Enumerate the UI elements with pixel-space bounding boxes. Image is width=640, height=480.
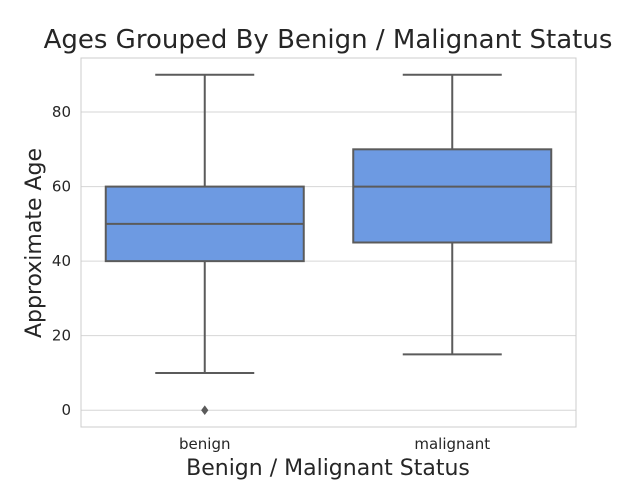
y-tick-label: 80 — [52, 103, 71, 121]
y-tick-label: 40 — [52, 252, 71, 270]
y-tick-label: 0 — [61, 401, 71, 419]
y-tick-label: 20 — [52, 327, 71, 345]
y-tick-labels: 0 20 40 60 80 — [52, 103, 71, 419]
iqr-box — [352, 148, 553, 244]
chart-title: Ages Grouped By Benign / Malignant Statu… — [44, 25, 613, 55]
x-tick-label: malignant — [414, 435, 490, 453]
x-tick-labels: benign malignant — [179, 435, 490, 453]
y-tick-label: 60 — [52, 178, 71, 196]
box-benign — [104, 73, 305, 416]
box-malignant — [352, 73, 553, 356]
plot-area-frame — [80, 57, 577, 428]
outlier-point — [201, 405, 209, 416]
y-axis-label: Approximate Age — [22, 148, 47, 338]
x-tick-label: benign — [179, 435, 230, 453]
x-axis-label: Benign / Malignant Status — [186, 456, 470, 480]
boxes-group — [104, 73, 553, 416]
